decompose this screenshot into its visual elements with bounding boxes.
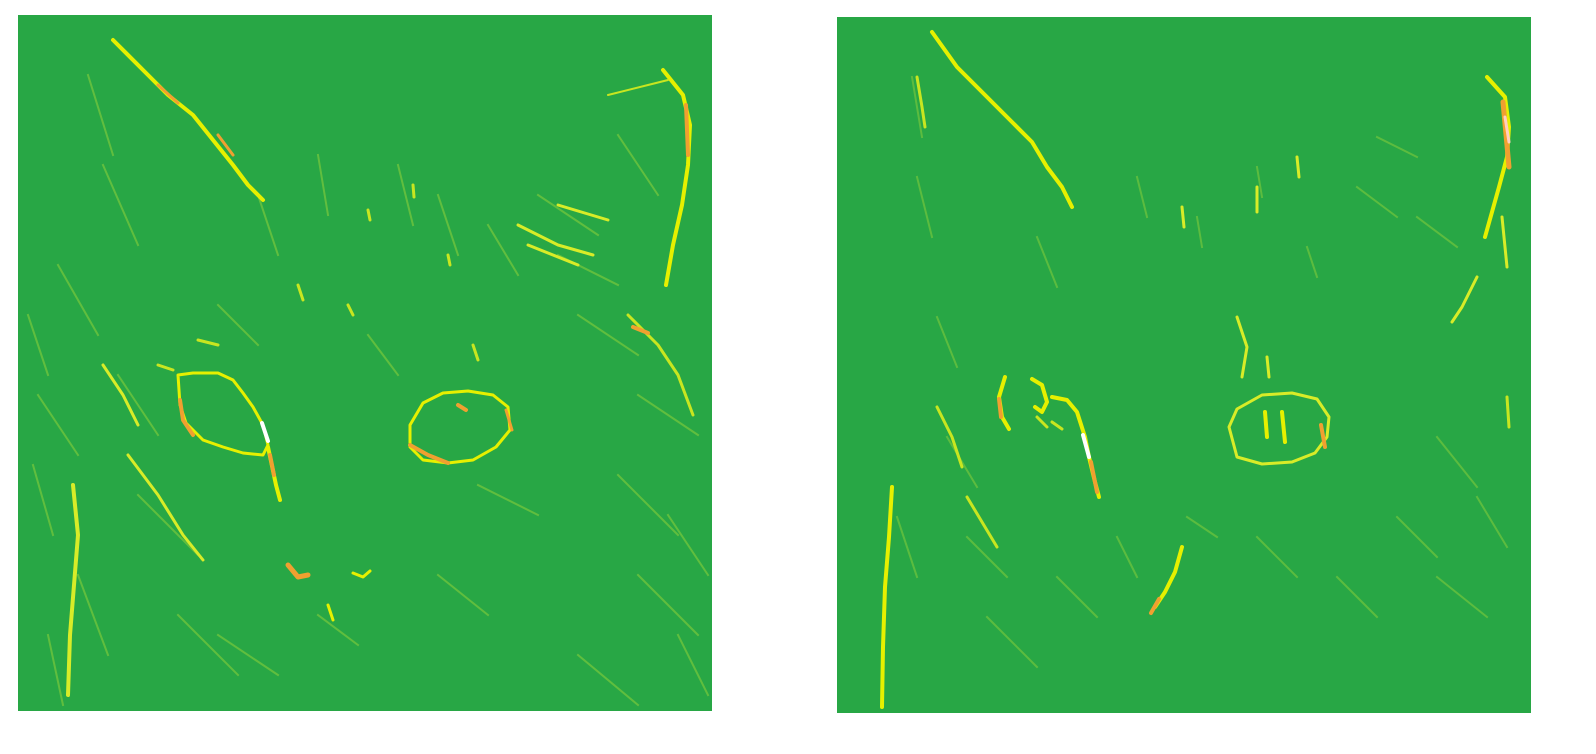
left-ear-edge — [111, 38, 265, 202]
edge-map-right — [837, 17, 1531, 713]
edge-map-right-background — [837, 17, 1531, 713]
edge-map-left-svg — [18, 15, 712, 711]
right-ear-edge — [661, 68, 692, 287]
edge-map-left-background — [18, 15, 712, 711]
edge-map-right-svg — [837, 17, 1531, 713]
edge-map-left — [18, 15, 712, 711]
edge-lines-left — [66, 38, 695, 697]
faint-texture-left — [26, 73, 710, 707]
left-ear-edge — [930, 30, 1074, 209]
edge-lines-right — [880, 30, 1512, 709]
right-eye-edge — [1227, 391, 1331, 466]
right-eye-edge — [408, 389, 512, 465]
nose-edge — [285, 562, 311, 580]
faint-texture-right — [895, 75, 1509, 669]
